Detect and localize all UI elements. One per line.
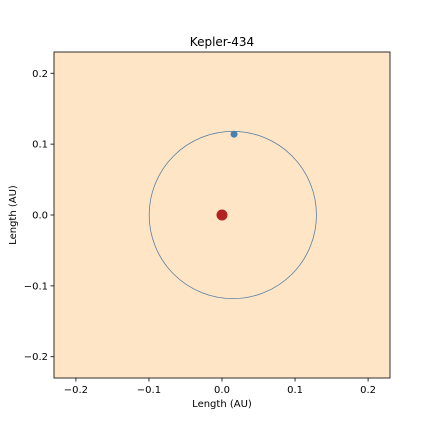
- y-tick-label: 0.2: [32, 69, 48, 80]
- y-tick-label: 0.0: [32, 211, 48, 222]
- x-tick-label: 0.0: [214, 385, 230, 396]
- x-tick-label: 0.1: [287, 385, 303, 396]
- planet-marker: [230, 130, 238, 138]
- star-marker: [216, 209, 228, 221]
- y-axis-ticks: −0.2 −0.1 0.0 0.1 0.2: [24, 69, 54, 363]
- x-tick-label: 0.2: [360, 385, 376, 396]
- chart-title: Kepler-434: [190, 35, 254, 49]
- x-tick-label: −0.2: [64, 385, 88, 396]
- y-axis-label: Length (AU): [8, 185, 19, 245]
- x-axis-label: Length (AU): [192, 399, 252, 410]
- y-tick-label: −0.1: [24, 281, 48, 292]
- y-tick-label: 0.1: [32, 140, 48, 151]
- y-tick-label: −0.2: [24, 352, 48, 363]
- x-axis-ticks: −0.2 −0.1 0.0 0.1 0.2: [64, 378, 376, 396]
- x-tick-label: −0.1: [137, 385, 161, 396]
